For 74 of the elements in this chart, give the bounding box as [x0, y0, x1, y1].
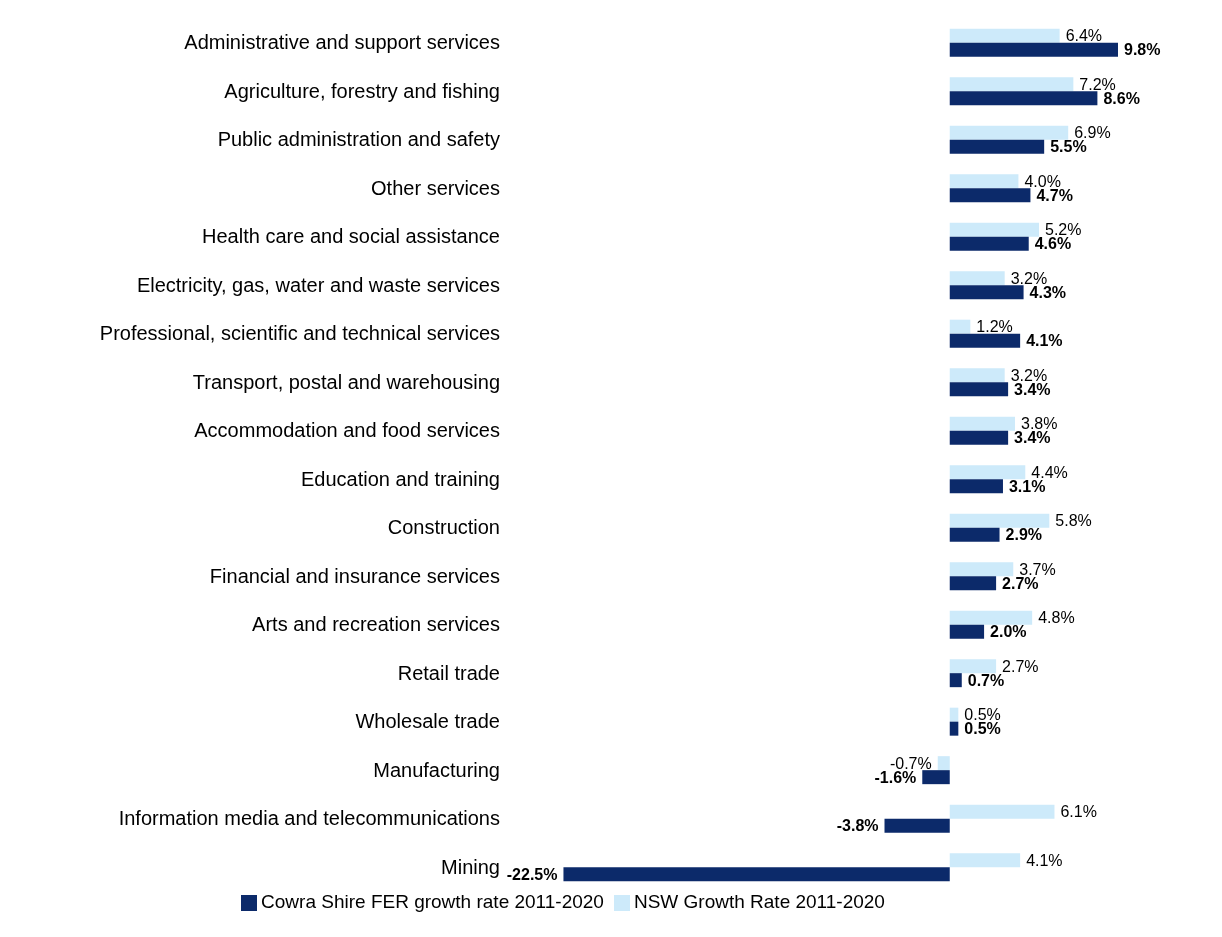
bar [949, 430, 1009, 445]
bar [949, 77, 1074, 92]
bar [949, 465, 1026, 480]
bar [949, 479, 1003, 494]
data-label: 2.9% [1005, 526, 1043, 544]
y-tick-label: Information media and telecommunications [118, 807, 500, 830]
bar [949, 659, 997, 674]
bar [949, 382, 1009, 397]
bar [922, 770, 950, 785]
bar [949, 333, 1021, 348]
data-label: 6.1% [1060, 803, 1097, 821]
data-label: 1.2% [976, 318, 1013, 336]
legend-label: Cowra Shire FER growth rate 2011-2020 [261, 891, 604, 912]
data-label: 2.0% [990, 623, 1027, 641]
data-label: 5.8% [1055, 512, 1092, 530]
bar [949, 271, 1005, 286]
bar [949, 576, 997, 591]
bar [949, 91, 1098, 106]
bar [949, 368, 1005, 383]
bar [949, 624, 985, 639]
bar [949, 527, 1000, 542]
data-label: 0.7% [967, 671, 1005, 689]
bar [949, 804, 1055, 819]
data-label: -3.8% [836, 817, 879, 835]
bar [949, 319, 971, 334]
data-label: 4.1% [1026, 851, 1063, 869]
y-tick-label: Financial and insurance services [209, 564, 500, 587]
data-label: 0.5% [964, 720, 1001, 738]
data-label: 4.8% [1038, 609, 1075, 627]
bar [949, 188, 1031, 203]
y-tick-label: Education and training [300, 467, 500, 490]
y-tick-label: Manufacturing [373, 758, 500, 781]
y-tick-label: Health care and social assistance [202, 225, 500, 248]
bar [949, 416, 1015, 431]
y-tick-label: Mining [441, 855, 500, 878]
bar [563, 867, 950, 882]
data-label: 4.1% [1026, 332, 1063, 350]
bar [949, 610, 1033, 625]
bar [884, 818, 950, 833]
data-label: 4.6% [1034, 235, 1072, 253]
bar [949, 125, 1069, 140]
bar [949, 562, 1014, 577]
bar [949, 222, 1040, 237]
bar [937, 756, 950, 771]
y-tick-label: Professional, scientific and technical services [99, 322, 500, 345]
y-tick-label: Public administration and safety [217, 128, 500, 151]
bar [949, 853, 1021, 868]
bar [949, 174, 1019, 189]
y-tick-label: Agriculture, forestry and fishing [224, 79, 500, 102]
data-label: -22.5% [506, 865, 558, 883]
data-label: 9.8% [1124, 41, 1161, 59]
y-tick-label: Other services [371, 176, 500, 199]
y-tick-label: Construction [387, 516, 500, 539]
bar [949, 707, 959, 722]
bar [949, 236, 1029, 251]
y-tick-label: Administrative and support services [184, 31, 500, 54]
data-label: 6.4% [1065, 27, 1103, 45]
bar [949, 42, 1118, 57]
y-tick-label: Transport, postal and warehousing [192, 370, 500, 393]
legend-label: NSW Growth Rate 2011-2020 [633, 891, 885, 912]
bar [949, 513, 1050, 528]
bar [949, 139, 1045, 154]
data-label: 5.5% [1050, 138, 1087, 156]
y-tick-label: Wholesale trade [355, 710, 500, 733]
bar [949, 721, 959, 736]
data-label: 2.7% [1002, 657, 1039, 675]
bar [949, 28, 1060, 43]
bar [949, 673, 962, 688]
y-tick-label: Arts and recreation services [252, 613, 500, 636]
y-tick-label: Accommodation and food services [194, 419, 500, 442]
y-tick-label: Retail trade [397, 661, 500, 684]
data-label: 3.4% [1014, 429, 1051, 447]
bar [949, 285, 1024, 300]
y-tick-label: Electricity, gas, water and waste services [136, 273, 500, 296]
